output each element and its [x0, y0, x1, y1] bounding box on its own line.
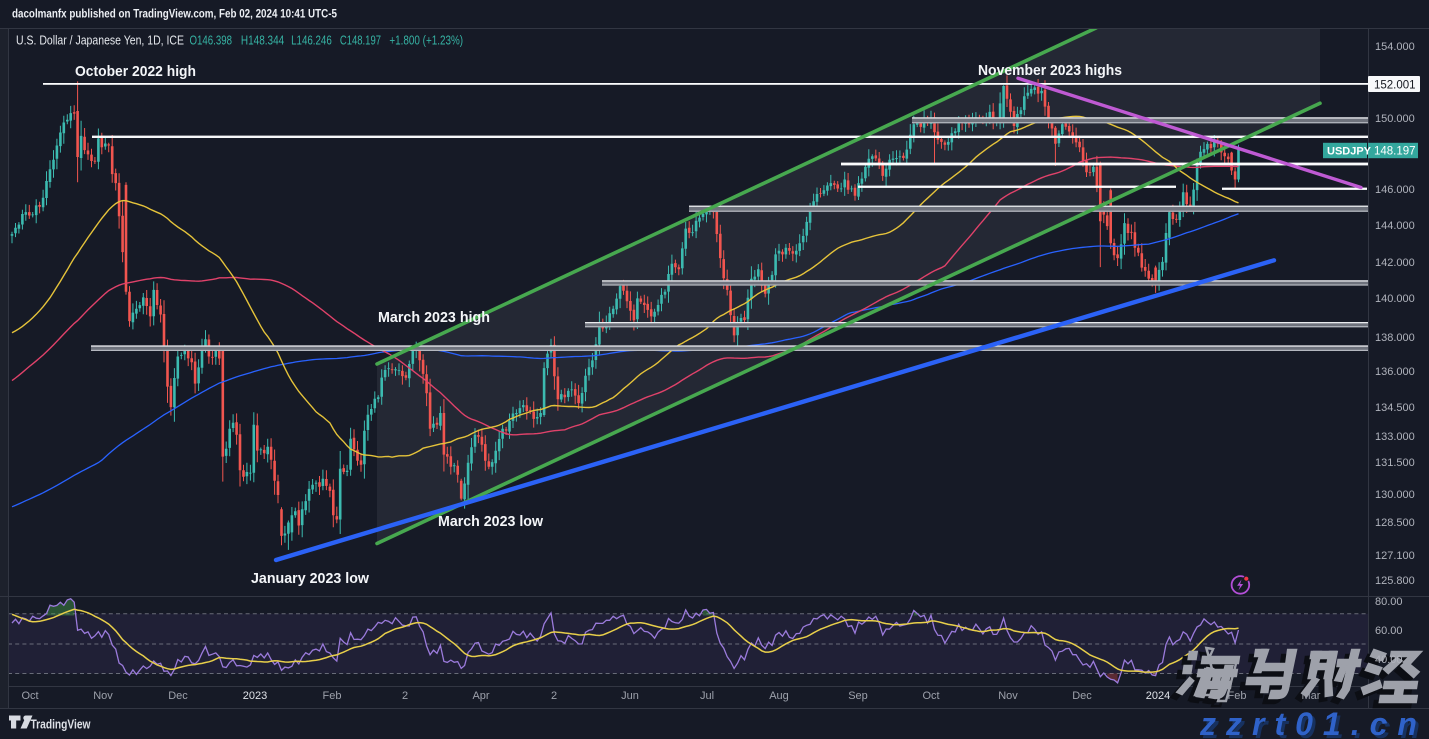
svg-text:Oct: Oct	[21, 690, 38, 702]
svg-text:138.000: 138.000	[1375, 332, 1415, 344]
svg-text:zzrt01.cn: zzrt01.cn	[1199, 706, 1427, 739]
svg-text:Oct: Oct	[922, 690, 939, 702]
svg-text:Nov: Nov	[998, 690, 1018, 702]
svg-text:2: 2	[402, 690, 408, 702]
svg-text:2023: 2023	[243, 690, 267, 702]
svg-text:127.100: 127.100	[1375, 550, 1415, 562]
svg-text:+1.800 (+1.23%): +1.800 (+1.23%)	[389, 33, 463, 48]
svg-text:L146.246: L146.246	[291, 33, 332, 48]
svg-text:152.001: 152.001	[1374, 80, 1416, 92]
svg-text:January 2023 low: January 2023 low	[251, 570, 369, 587]
svg-text:zzrt01.cn: zzrt01.cn	[1202, 709, 1429, 739]
svg-text:Sep: Sep	[848, 690, 868, 702]
svg-text:Dec: Dec	[168, 690, 188, 702]
svg-text:USDJPY: USDJPY	[1327, 146, 1372, 158]
svg-text:Dec: Dec	[1072, 690, 1092, 702]
svg-text:133.000: 133.000	[1375, 431, 1415, 443]
svg-text:136.000: 136.000	[1375, 366, 1415, 378]
svg-text:C148.197: C148.197	[340, 33, 381, 48]
svg-text:144.000: 144.000	[1375, 220, 1415, 232]
svg-text:40.00: 40.00	[1375, 654, 1403, 666]
svg-text:150.000: 150.000	[1375, 113, 1415, 125]
svg-text:154.000: 154.000	[1375, 41, 1415, 53]
svg-text:TradingView: TradingView	[31, 717, 92, 732]
svg-text:125.800: 125.800	[1375, 575, 1415, 587]
svg-text:October 2022 high: October 2022 high	[75, 63, 196, 80]
svg-text:Jun: Jun	[621, 690, 639, 702]
svg-text:Nov: Nov	[93, 690, 113, 702]
svg-text:Feb: Feb	[1228, 690, 1247, 702]
svg-text:131.500: 131.500	[1375, 457, 1415, 469]
svg-text:140.000: 140.000	[1375, 293, 1415, 305]
svg-text:Apr: Apr	[472, 690, 489, 702]
svg-text:Jul: Jul	[700, 690, 714, 702]
svg-text:142.000: 142.000	[1375, 257, 1415, 269]
svg-text:O146.398: O146.398	[190, 33, 233, 48]
svg-text:128.500: 128.500	[1375, 517, 1415, 529]
svg-text:60.00: 60.00	[1375, 625, 1403, 637]
svg-text:November 2023 highs: November 2023 highs	[978, 62, 1122, 79]
svg-text:March 2023 high: March 2023 high	[378, 309, 490, 326]
svg-text:Mar: Mar	[1302, 690, 1321, 702]
svg-text:2: 2	[551, 690, 557, 702]
svg-text:134.500: 134.500	[1375, 402, 1415, 414]
svg-text:H148.344: H148.344	[241, 33, 284, 48]
svg-text:80.00: 80.00	[1375, 596, 1403, 608]
svg-text:Feb: Feb	[323, 690, 342, 702]
svg-text:dacolmanfx published on Tradin: dacolmanfx published on TradingView.com,…	[12, 7, 337, 21]
svg-text:Aug: Aug	[769, 690, 789, 702]
svg-text:130.000: 130.000	[1375, 489, 1415, 501]
svg-text:U.S. Dollar / Japanese Yen, 1D: U.S. Dollar / Japanese Yen, 1D, ICE	[16, 33, 184, 48]
svg-text:148.197: 148.197	[1374, 146, 1416, 158]
svg-text:March 2023 low: March 2023 low	[438, 513, 543, 530]
svg-text:2024: 2024	[1146, 690, 1170, 702]
svg-text:146.000: 146.000	[1375, 184, 1415, 196]
